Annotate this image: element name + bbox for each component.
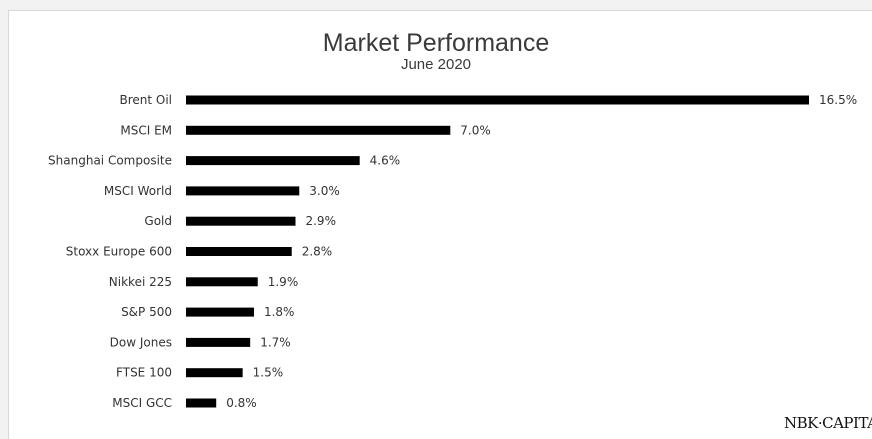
chart-frame — [8, 10, 872, 439]
category-label: Stoxx Europe 600 — [66, 245, 172, 259]
value-label: 0.8% — [226, 396, 257, 410]
bar — [186, 247, 292, 256]
category-label: S&P 500 — [121, 305, 172, 319]
chart-title: Market Performance — [322, 29, 550, 57]
category-label: MSCI EM — [120, 123, 172, 137]
category-label: MSCI GCC — [112, 396, 172, 410]
value-label: 4.6% — [370, 154, 401, 168]
category-label: FTSE 100 — [116, 366, 172, 380]
bar — [186, 216, 296, 226]
bar — [186, 186, 300, 196]
bar — [186, 337, 251, 347]
value-label: 2.9% — [305, 214, 336, 228]
value-label: 1.8% — [264, 305, 295, 319]
brand-logo: NBK·CAPITAL — [784, 414, 872, 432]
value-label: 3.0% — [309, 184, 340, 198]
category-label: Shanghai Composite — [48, 154, 172, 168]
category-label: Gold — [144, 214, 172, 228]
value-label: 1.5% — [253, 366, 283, 380]
value-label: 1.9% — [268, 275, 299, 289]
bar — [186, 125, 451, 135]
chart-subtitle: June 2020 — [400, 56, 472, 73]
bar — [186, 398, 217, 408]
value-label: 1.7% — [260, 335, 291, 349]
value-label: 16.5% — [819, 93, 857, 107]
category-label: Brent Oil — [119, 93, 172, 107]
bar — [186, 277, 258, 287]
category-label: Dow Jones — [110, 335, 172, 349]
bar — [186, 156, 360, 166]
bar — [186, 307, 254, 317]
bar — [186, 95, 809, 105]
value-label: 7.0% — [460, 123, 491, 137]
value-label: 2.8% — [302, 245, 333, 259]
category-label: MSCI World — [104, 184, 172, 198]
category-label: Nikkei 225 — [109, 275, 172, 289]
bar — [186, 368, 243, 378]
